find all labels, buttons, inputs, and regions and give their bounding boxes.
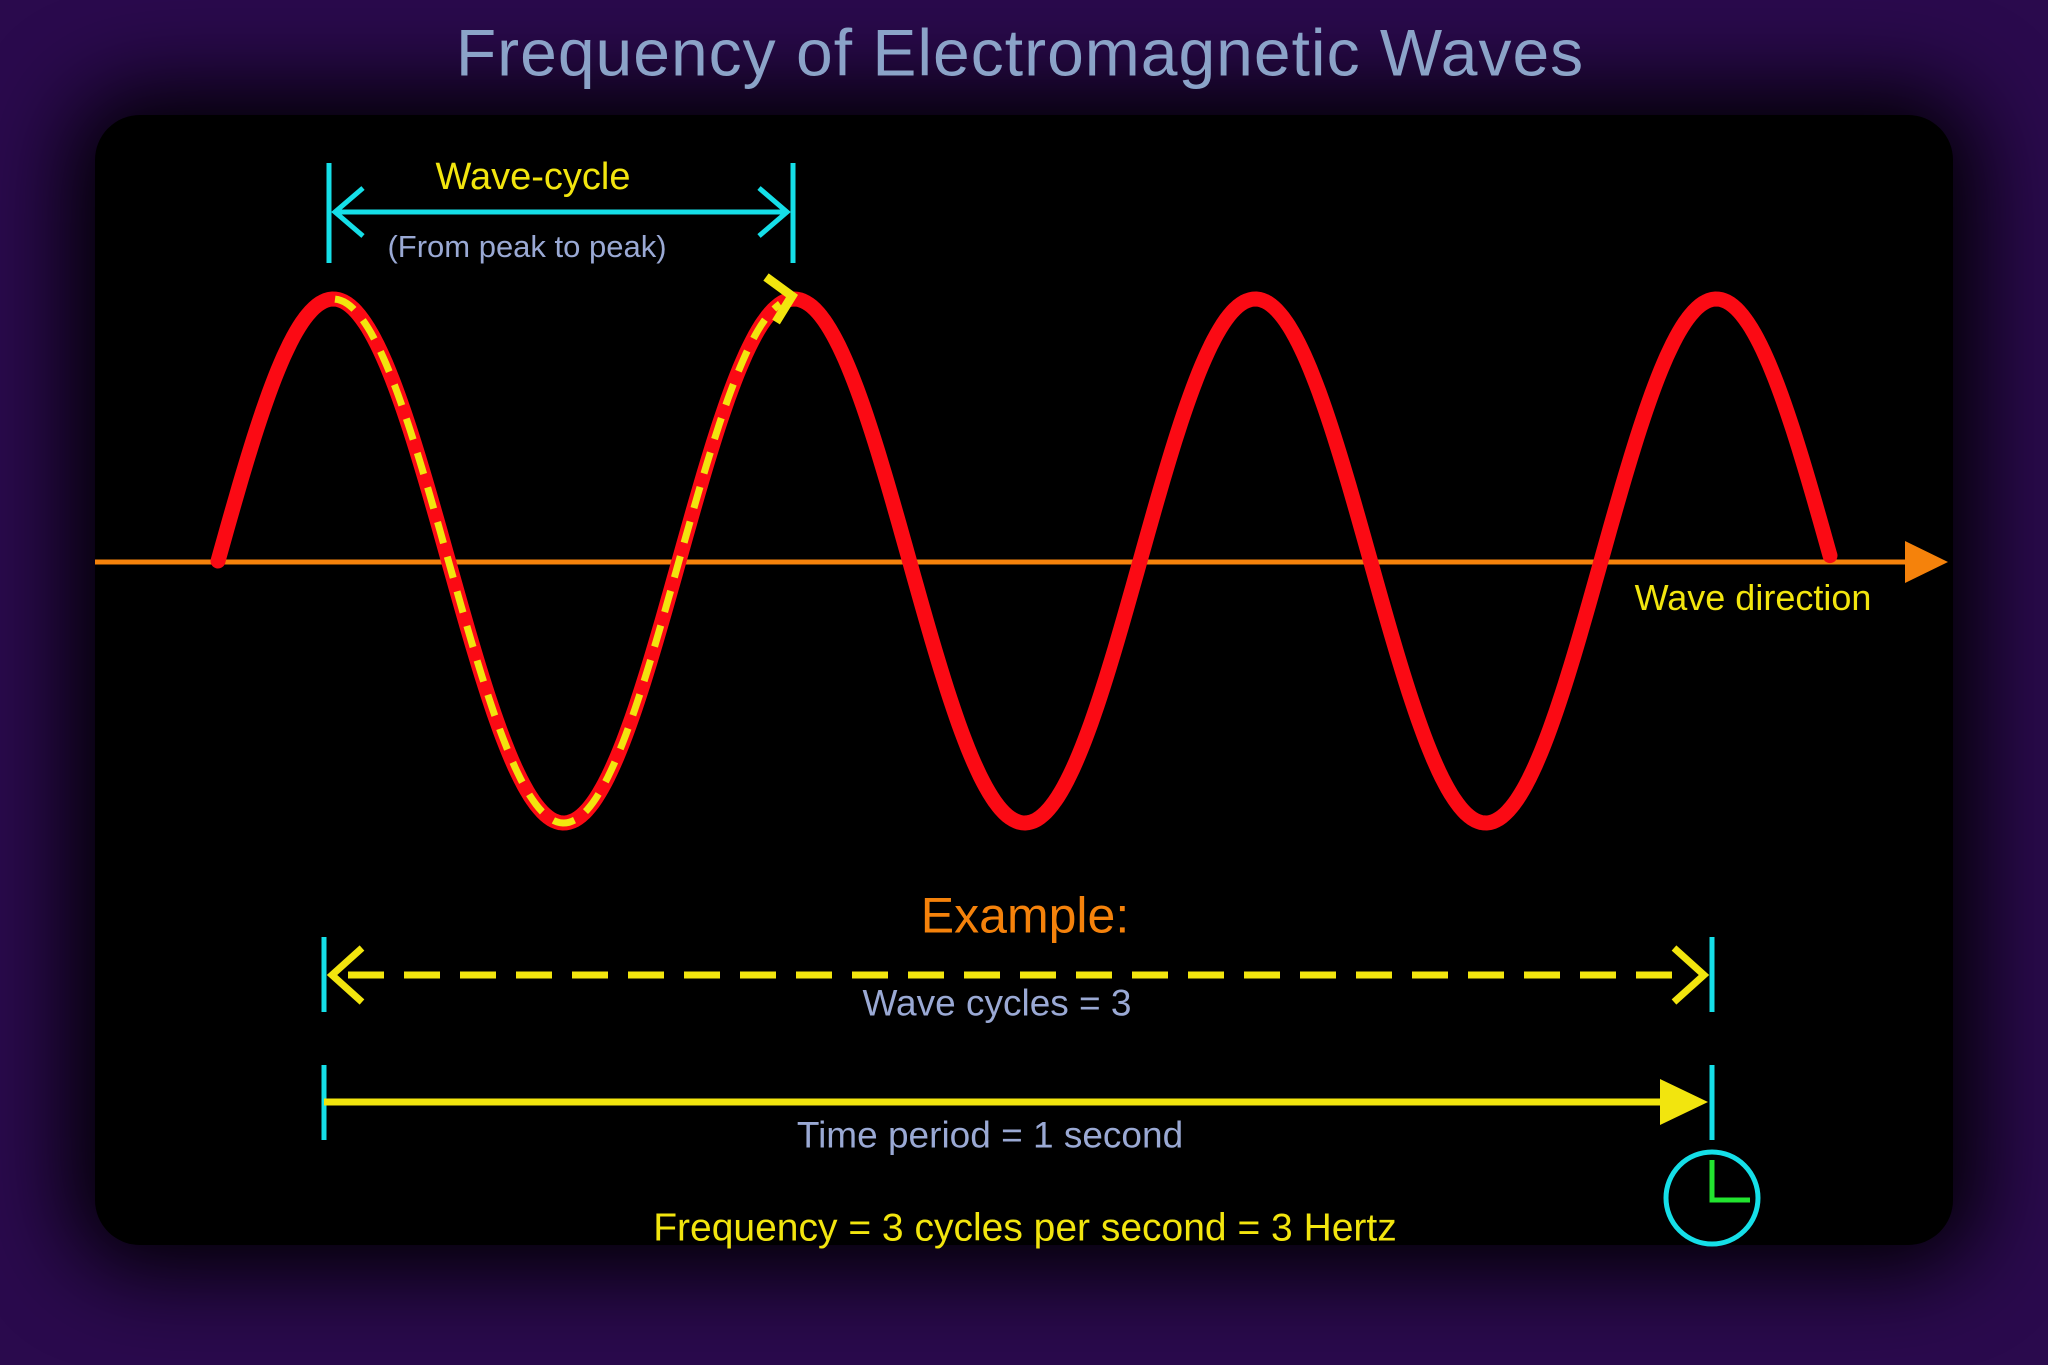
time-period-label: Time period = 1 second xyxy=(796,1114,1184,1156)
time-period-arrow xyxy=(321,1065,1715,1140)
wave-axis xyxy=(95,541,1948,583)
wave-cycles-label: Wave cycles = 3 xyxy=(862,982,1132,1024)
frequency-label: Frequency = 3 cycles per second = 3 Hert… xyxy=(653,1206,1397,1250)
wave-cycle-trace-arrowhead-icon xyxy=(763,273,799,325)
wave-cycles-arrow xyxy=(321,937,1715,1012)
bracket-right-arrowhead-icon xyxy=(757,186,791,238)
wave-cycle-label: Wave-cycle xyxy=(435,156,631,199)
wave-cycles-left-arrowhead-icon xyxy=(326,945,365,1005)
axis-arrowhead-icon xyxy=(1905,541,1948,583)
wave-direction-label: Wave direction xyxy=(1634,577,1872,619)
time-period-arrowhead-icon xyxy=(1660,1079,1708,1125)
clock-icon xyxy=(1663,1149,1761,1247)
wave-cycles-right-arrowhead-icon xyxy=(1671,945,1710,1005)
example-heading: Example: xyxy=(920,887,1130,944)
sine-wave xyxy=(210,291,1838,831)
page-title: Frequency of Electromagnetic Waves xyxy=(455,15,1585,90)
wave-cycle-note: (From peak to peak) xyxy=(387,228,667,264)
wave-cycle-trace xyxy=(334,295,783,827)
diagram-background-panel xyxy=(95,115,1953,1245)
clock-hands-icon xyxy=(1709,1160,1750,1203)
wave-cycle-bracket xyxy=(326,163,796,263)
bracket-left-arrowhead-icon xyxy=(331,186,365,238)
